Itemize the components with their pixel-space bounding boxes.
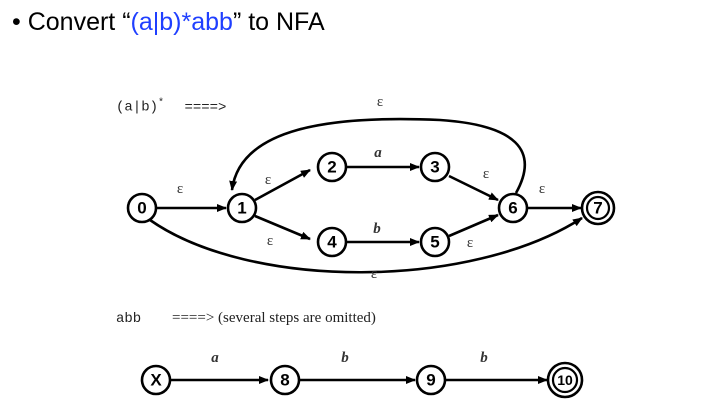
svg-text:X: X: [150, 371, 162, 390]
state-7-accept: 7: [580, 190, 616, 226]
heading-prefix: Convert “: [27, 8, 131, 36]
edge-5-6: [448, 213, 499, 238]
label-a-2-3: a: [374, 145, 382, 161]
state-2: 2: [316, 151, 348, 183]
label-eps-6-7: ε: [539, 181, 545, 197]
nfa1-caption-arrow: ====>: [184, 99, 227, 116]
label-eps-3-6: ε: [483, 166, 489, 182]
nfa1-caption-expr: (a|b): [116, 99, 159, 116]
svg-text:6: 6: [508, 199, 517, 218]
nfa2-caption-expr: abb: [116, 311, 142, 327]
edge-0-7-bypass: [149, 216, 583, 274]
state-10-accept: 10: [546, 361, 584, 399]
state-0: 0: [126, 192, 158, 224]
state-4: 4: [316, 226, 348, 258]
svg-text:3: 3: [430, 158, 439, 177]
svg-text:8: 8: [280, 371, 289, 390]
nfa1-caption: (a|b)* ====>: [116, 98, 226, 116]
label-b-9-10: b: [480, 350, 488, 366]
slide-heading: • Convert “(a|b)*abb” to NFA: [12, 8, 325, 37]
label-eps-5-6: ε: [467, 235, 473, 251]
label-b-4-5: b: [373, 221, 381, 237]
edge-1-2: [254, 168, 311, 202]
label-eps-bypass: ε: [371, 266, 377, 282]
edge-6-1-loop: [229, 117, 527, 194]
svg-text:9: 9: [426, 371, 435, 390]
label-eps-0-1: ε: [177, 181, 183, 197]
label-b-8-9: b: [341, 350, 349, 366]
state-3: 3: [419, 151, 451, 183]
svg-text:2: 2: [327, 158, 336, 177]
state-9: 9: [415, 364, 447, 396]
state-x: X: [140, 364, 172, 396]
svg-text:7: 7: [593, 199, 602, 218]
label-a-x-8: a: [211, 350, 219, 366]
state-8: 8: [269, 364, 301, 396]
svg-text:1: 1: [237, 199, 246, 218]
nfa1-caption-star: *: [158, 98, 165, 109]
svg-text:5: 5: [430, 233, 439, 252]
heading-regex: (a|b)*abb: [130, 8, 233, 36]
label-eps-loop: ε: [377, 94, 383, 110]
svg-text:4: 4: [327, 233, 337, 252]
bullet: •: [12, 8, 21, 36]
state-5: 5: [419, 226, 451, 258]
nfa2-caption: abb: [116, 311, 141, 327]
nfa2-caption-text: ====> (several steps are omitted): [172, 310, 376, 326]
label-eps-1-4: ε: [267, 233, 273, 249]
state-6: 6: [497, 192, 529, 224]
heading-suffix: ” to NFA: [232, 8, 325, 36]
state-1: 1: [226, 192, 258, 224]
svg-text:10: 10: [557, 372, 573, 388]
label-eps-1-2: ε: [265, 172, 271, 188]
svg-text:0: 0: [137, 199, 146, 218]
edge-3-6: [448, 174, 499, 202]
edge-1-4: [254, 214, 311, 241]
